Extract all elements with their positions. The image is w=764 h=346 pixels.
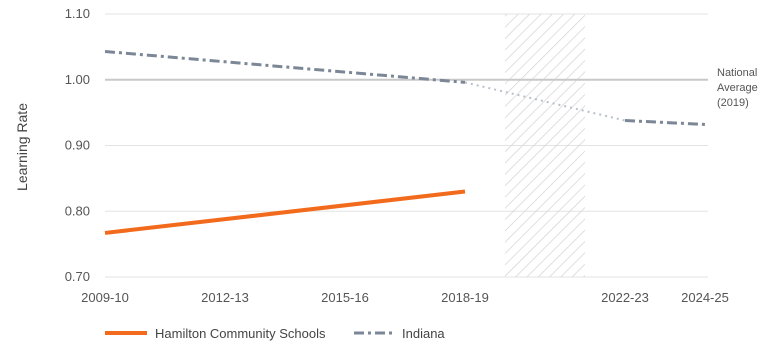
reference-line-label: Average xyxy=(717,82,758,94)
shaded-region xyxy=(505,14,585,277)
series-line-hamilton xyxy=(104,189,466,235)
reference-line-label: National xyxy=(717,67,757,79)
series-line-indiana-segment xyxy=(624,119,706,126)
y-tick-label: 1.00 xyxy=(65,72,90,87)
grid xyxy=(105,13,708,278)
x-tick-label: 2022-23 xyxy=(601,290,649,305)
legend: Hamilton Community Schools Indiana xyxy=(105,326,445,341)
y-tick-label: 0.90 xyxy=(65,138,90,153)
legend-label-indiana: Indiana xyxy=(402,326,445,341)
x-tick-label: 2015-16 xyxy=(321,290,369,305)
y-axis-ticks: 0.70 0.80 0.90 1.00 1.10 xyxy=(65,6,90,284)
x-tick-label: 2024-25 xyxy=(681,290,729,305)
y-tick-label: 1.10 xyxy=(65,6,90,21)
y-axis-title: Learning Rate xyxy=(14,103,30,191)
legend-label-hamilton: Hamilton Community Schools xyxy=(155,326,326,341)
x-axis-ticks: 2009-10 2012-13 2015-16 2018-19 2022-23 2024-… xyxy=(81,290,729,305)
x-tick-label: 2009-10 xyxy=(81,290,129,305)
x-tick-label: 2018-19 xyxy=(441,290,489,305)
shaded-region-layer xyxy=(505,14,585,277)
y-tick-label: 0.70 xyxy=(65,269,90,284)
series-line-indiana-segment xyxy=(104,49,466,84)
x-tick-label: 2012-13 xyxy=(201,290,249,305)
series-layer xyxy=(104,49,706,235)
y-tick-label: 0.80 xyxy=(65,203,90,218)
reference-line-label: (2019) xyxy=(717,97,749,109)
reference-line-layer: National Average (2019) xyxy=(105,67,758,109)
